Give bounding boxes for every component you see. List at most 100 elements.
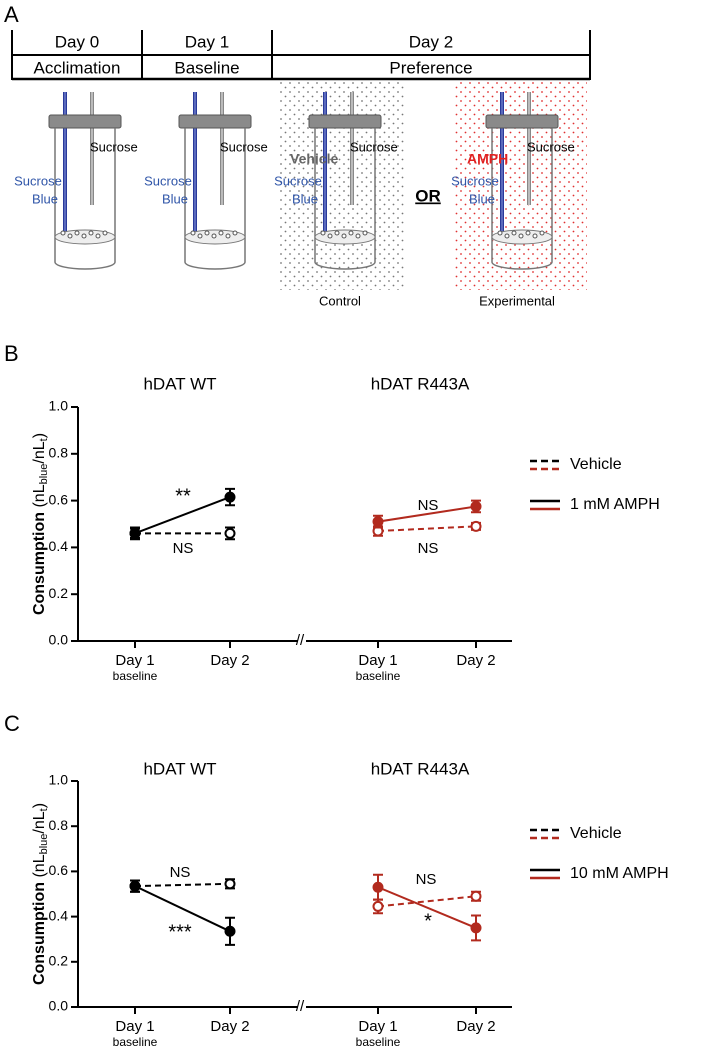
y-axis-label: Consumption (nLblue/nLt): [31, 803, 50, 985]
bead: [334, 230, 340, 236]
group-title: hDAT WT: [143, 374, 216, 393]
series-line: [134, 882, 231, 888]
significance-label: NS: [170, 864, 191, 881]
axis-break: //: [296, 998, 305, 1015]
timeline: [11, 30, 591, 81]
bead: [95, 233, 101, 239]
group-title: hDAT R443A: [371, 759, 470, 778]
y-axis-label: Consumption (nLblue/nLt): [31, 433, 50, 615]
bead: [204, 230, 210, 236]
bead: [225, 233, 231, 239]
x-tick-note: baseline: [356, 1035, 401, 1049]
bead: [232, 230, 238, 236]
bead: [60, 230, 66, 236]
bead: [67, 233, 73, 239]
y-tick-label: 0.8: [49, 817, 69, 833]
bead: [497, 230, 503, 236]
y-axis-label-part: t: [38, 808, 50, 811]
x-tick-label: Day 2: [210, 1018, 249, 1035]
vial-cap: [178, 114, 252, 129]
data-point: [129, 527, 141, 539]
phase-label: Preference: [389, 58, 472, 77]
bead: [532, 233, 538, 239]
vial-cap: [48, 114, 122, 129]
bead: [518, 233, 524, 239]
bead: [348, 230, 354, 236]
day-label: Day 1: [185, 32, 229, 51]
bead: [327, 233, 333, 239]
y-axis-label-part: (nL: [31, 484, 48, 507]
y-axis-label-part: /nL: [31, 811, 48, 833]
series-line: [377, 895, 477, 908]
group-title: hDAT R443A: [371, 374, 470, 393]
x-tick-label: Day 2: [456, 1018, 495, 1035]
data-point: [372, 881, 384, 893]
bead: [355, 233, 361, 239]
y-tick-label: 1.0: [49, 398, 69, 414]
series-line: [377, 525, 477, 533]
vial-cap: [485, 114, 559, 129]
vial-body: [54, 128, 116, 270]
x-tick-label: Day 1: [115, 652, 154, 669]
axis-break: //: [296, 632, 305, 649]
condition-label: Experimental: [479, 293, 555, 308]
y-axis-label-part: blue: [38, 834, 50, 855]
bead: [525, 230, 531, 236]
significance-label: ***: [168, 921, 192, 943]
series-line: [377, 886, 477, 929]
vial-body: [314, 128, 376, 270]
bead: [88, 230, 94, 236]
sucrose-label: Sucrose: [527, 139, 575, 154]
significance-label: *: [424, 910, 432, 932]
x-tick-label: Day 2: [456, 652, 495, 669]
y-axis-label-part: t: [38, 438, 50, 441]
bead: [190, 230, 196, 236]
bead: [539, 230, 545, 236]
data-point: [129, 880, 141, 892]
data-point: [224, 878, 236, 890]
bead: [504, 233, 510, 239]
phase-label: Acclimation: [34, 58, 121, 77]
significance-label: NS: [173, 540, 194, 557]
day-label: Day 2: [409, 32, 453, 51]
sucrose-blue-label: Blue: [32, 191, 58, 206]
y-axis-label-part: ): [31, 433, 48, 438]
series-line: [134, 496, 231, 535]
significance-label: NS: [418, 540, 439, 557]
sucrose-blue-label: Blue: [162, 191, 188, 206]
significance-label: **: [175, 485, 191, 507]
y-tick-label: 0.4: [49, 538, 69, 554]
series-line: [134, 885, 231, 933]
data-point: [224, 527, 236, 539]
sucrose-blue-label: Sucrose: [144, 173, 192, 188]
vial-body: [491, 128, 553, 270]
y-axis-label-part: Consumption: [31, 512, 48, 615]
y-tick-label: 0.6: [49, 491, 69, 507]
treatment-label: Vehicle: [290, 151, 338, 167]
y-axis-label-part: Consumption: [31, 882, 48, 985]
bead: [218, 230, 224, 236]
significance-label: NS: [418, 497, 439, 514]
treatment-label: AMPH: [467, 151, 508, 167]
x-tick-note: baseline: [113, 669, 158, 683]
y-tick-label: 0.2: [49, 953, 69, 969]
sucrose-blue-label: Sucrose: [14, 173, 62, 188]
bead: [197, 233, 203, 239]
y-axis-label-part: blue: [38, 464, 50, 485]
x-tick-label: Day 1: [358, 1018, 397, 1035]
legend-label: Vehicle: [570, 456, 622, 473]
sucrose-blue-label: Blue: [469, 191, 495, 206]
legend-label: 1 mM AMPH: [570, 496, 660, 513]
y-axis-label-part: ): [31, 803, 48, 808]
sucrose-label: Sucrose: [90, 139, 138, 154]
y-tick-label: 0.0: [49, 998, 69, 1014]
bead: [211, 233, 217, 239]
significance-label: NS: [416, 871, 437, 888]
data-point: [470, 520, 482, 532]
phase-label: Baseline: [174, 58, 239, 77]
day-label: Day 0: [55, 32, 99, 51]
data-point: [470, 500, 482, 512]
sucrose-blue-label: Sucrose: [274, 173, 322, 188]
series-line: [377, 505, 477, 523]
x-tick-note: baseline: [113, 1035, 158, 1049]
